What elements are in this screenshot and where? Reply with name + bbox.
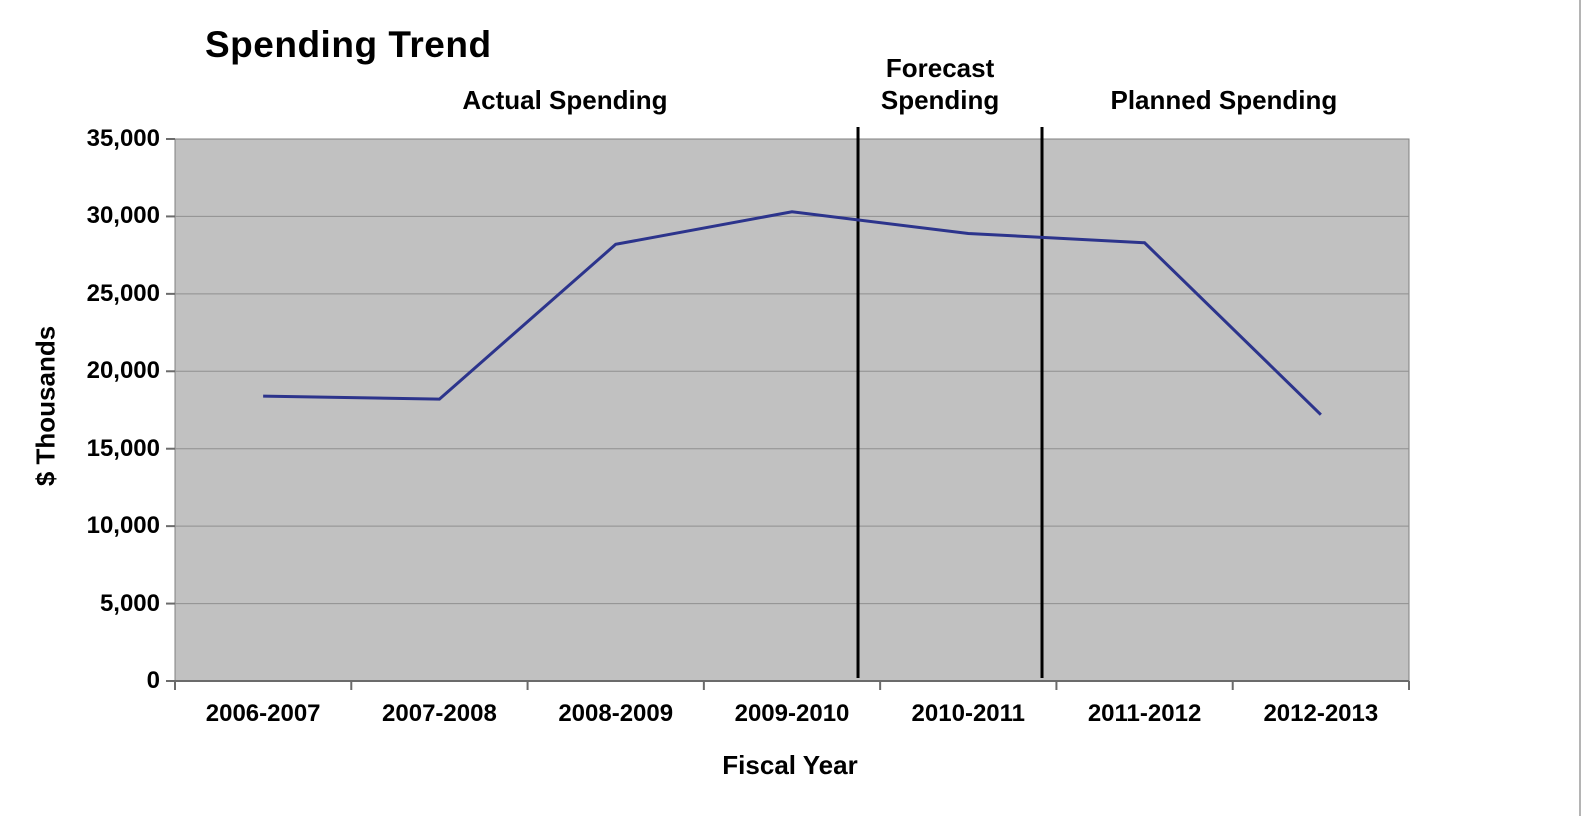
x-tick-label: 2008-2009 [558,700,674,727]
x-tick-label: 2010-2011 [911,700,1026,727]
section-label-planned-spending: Planned Spending [1110,85,1338,115]
x-tick-label: 2011-2012 [1087,700,1202,727]
y-tick-label: 5,000 [99,589,160,617]
y-tick-label: 15,000 [86,434,160,462]
series-line-spending [263,210,1322,416]
x-axis-title: Fiscal Year [722,750,858,780]
x-tick-label: 2007-2008 [382,700,497,727]
x-tick-label: 2009-2010 [734,700,850,727]
y-tick-label: 0 [146,667,160,694]
section-label-forecast-spending: Forecast Spending [880,53,1000,115]
y-tick-label: 10,000 [86,512,160,540]
y-tick-label: 20,000 [86,357,160,385]
chart-title: Spending Trend [205,24,492,65]
x-tick-label: 2012-2013 [1263,700,1379,727]
plot-background [174,138,1410,682]
x-tick-label: 2006-2007 [205,700,321,727]
y-tick-label: 30,000 [86,202,160,230]
y-tick-label: 25,000 [86,279,160,307]
y-tick-label: 35,000 [86,125,160,152]
section-label-actual-spending: Actual Spending [462,85,668,115]
